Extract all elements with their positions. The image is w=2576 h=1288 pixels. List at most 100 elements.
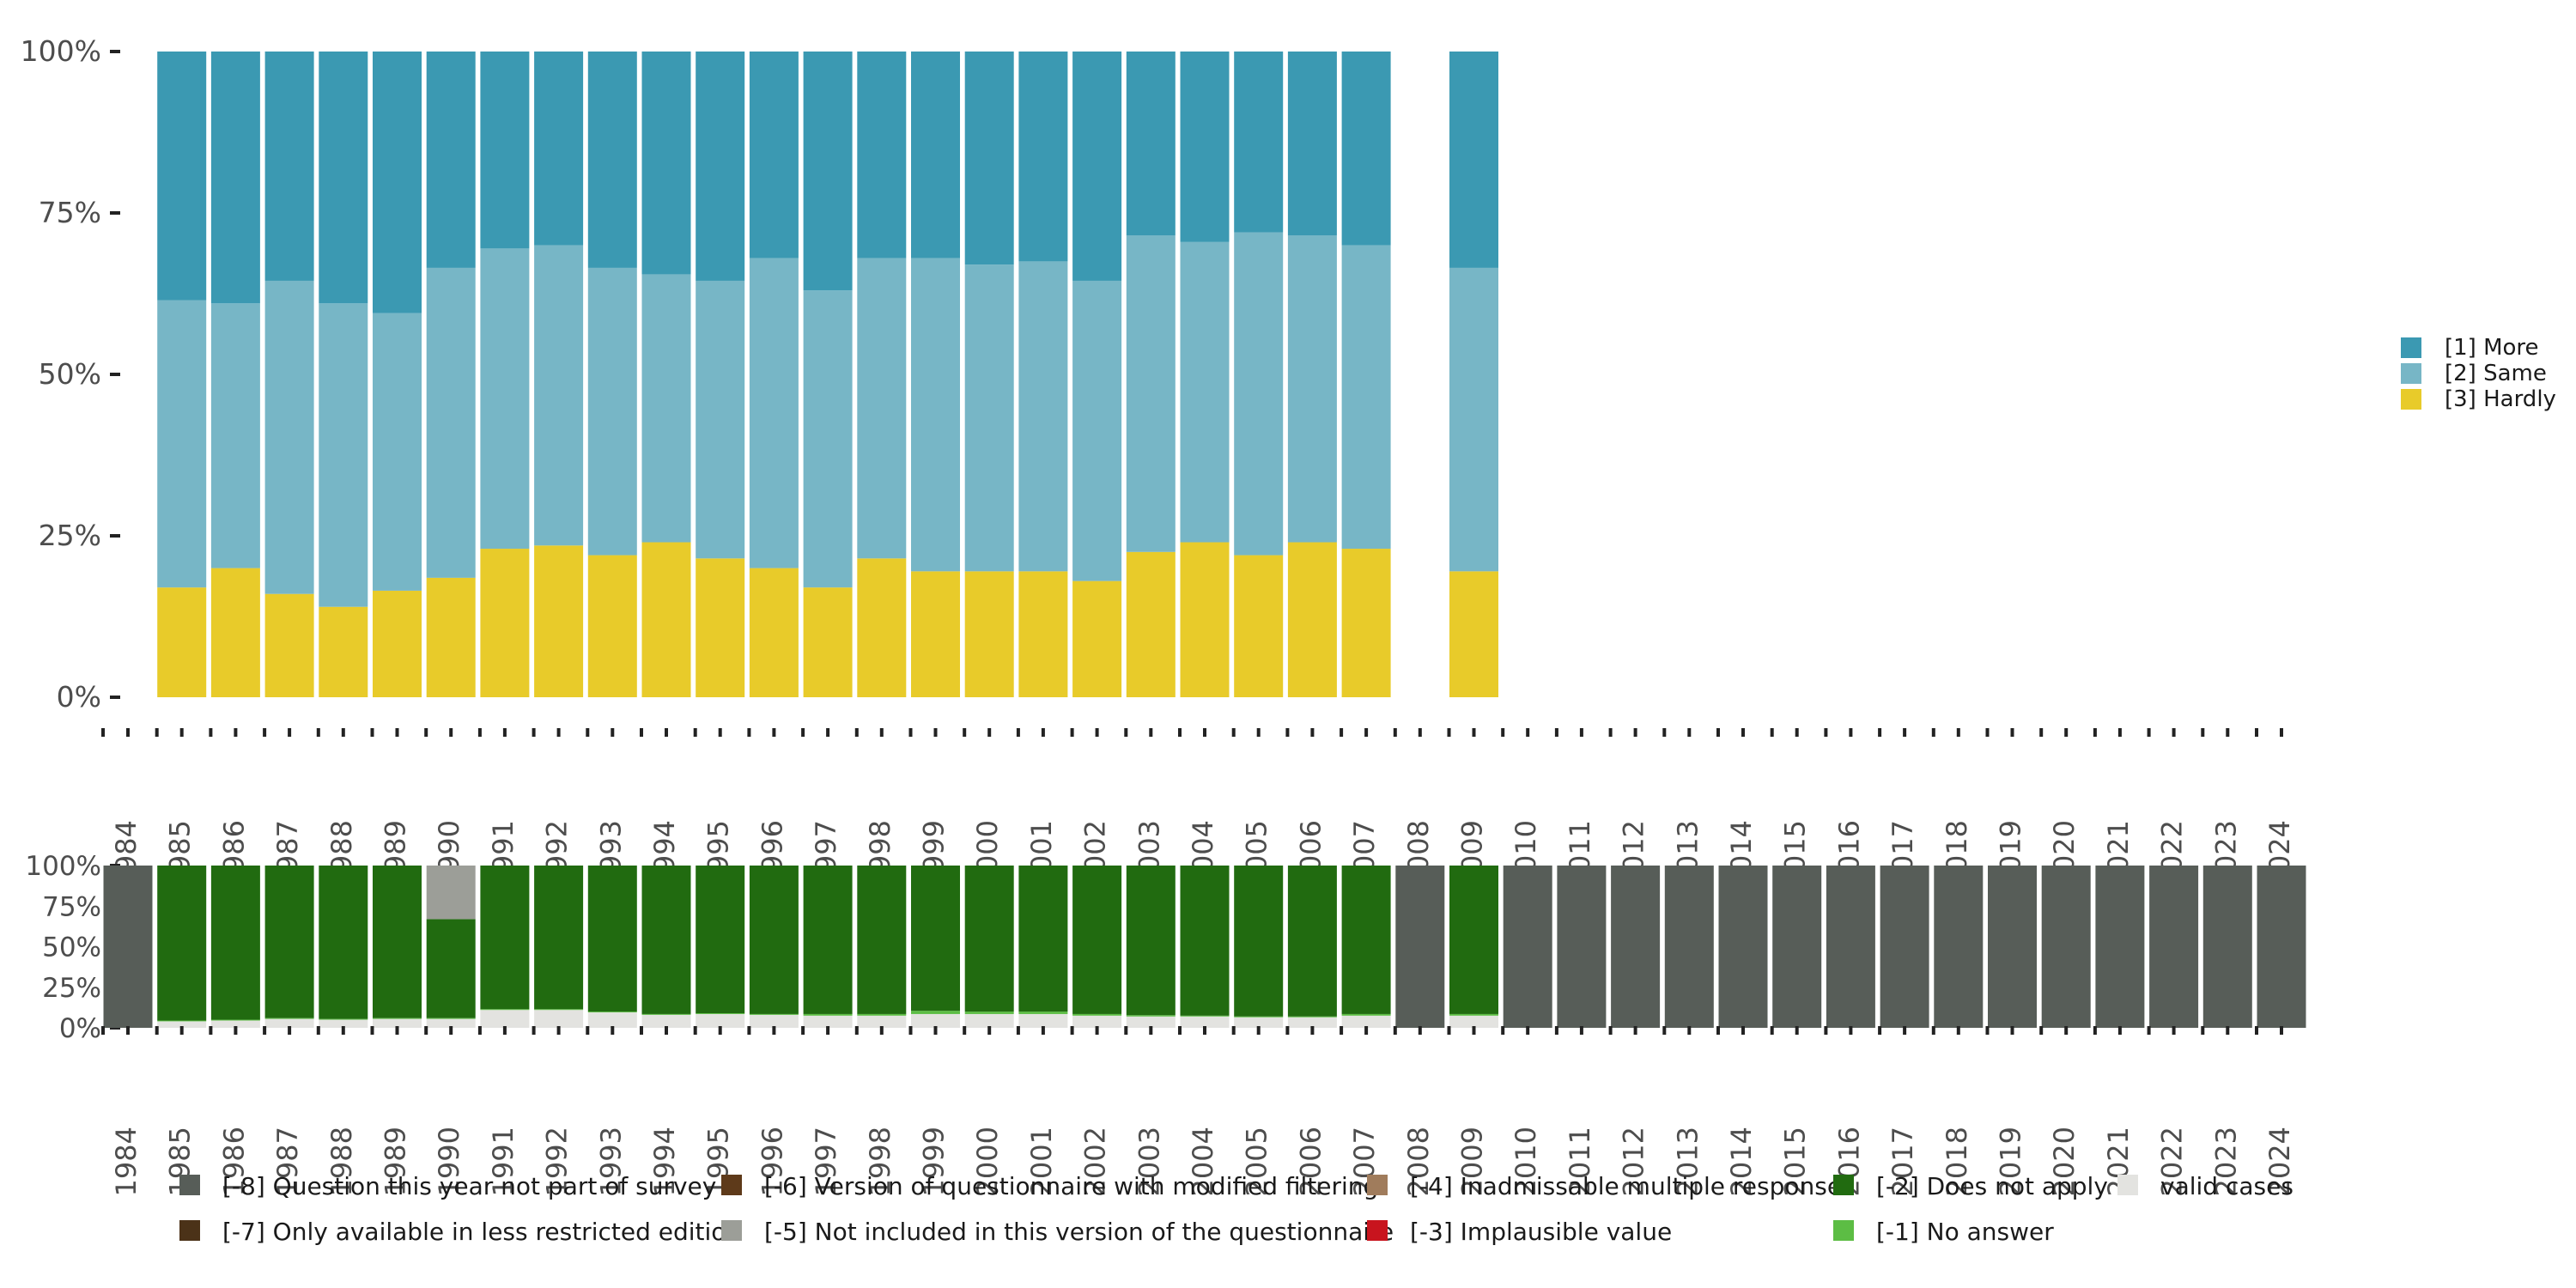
legend-swatch-2-does-not-apply [1833, 1175, 1854, 1195]
bar-segment-2-does-not-apply-1997 [803, 866, 853, 1014]
x-tick-label-2018: 2018 [1941, 1127, 1973, 1196]
bar-segment-2-does-not-apply-1999 [911, 866, 960, 1012]
x-tick-label-2003: 2003 [1133, 1127, 1165, 1196]
bar-segment-valid-cases-2007 [1341, 1015, 1391, 1028]
legend-label-2-does-not-apply: [-2] Does not apply [1876, 1172, 2108, 1200]
bar-segment-2-same-1988 [319, 303, 368, 607]
bar-segment-2-same-1989 [373, 313, 422, 591]
bar-segment-valid-cases-2006 [1287, 1017, 1337, 1028]
bar-segment-2-same-1998 [857, 258, 907, 559]
legend-swatch-5-not-included-in-this-version-of-the-questionnaire [721, 1220, 742, 1241]
y-tick-label: 25% [42, 973, 101, 1004]
y-tick-label: 0% [57, 680, 101, 714]
bar-segment-8-question-this-year-not-part-of-survey-2008 [1395, 866, 1445, 1028]
top-legend: [1] More[2] Same[3] Hardly [2401, 335, 2556, 412]
bar-segment-valid-cases-1988 [319, 1019, 368, 1028]
bar-segment-1-no-answer-1991 [480, 1009, 530, 1011]
bar-segment-8-question-this-year-not-part-of-survey-1984 [103, 866, 153, 1028]
bar-segment-3-hardly-2004 [1180, 542, 1230, 697]
bar-segment-1-more-1986 [210, 52, 260, 304]
bar-segment-3-hardly-2007 [1341, 549, 1391, 697]
bar-segment-8-question-this-year-not-part-of-survey-2021 [2095, 866, 2145, 1028]
legend-swatch-1-more [2401, 337, 2421, 358]
y-tick-label: 25% [39, 519, 101, 552]
bar-segment-2-does-not-apply-2006 [1287, 866, 1337, 1017]
bar-segment-3-hardly-2009 [1449, 571, 1498, 697]
bar-segment-1-more-1997 [803, 52, 853, 291]
bar-segment-1-more-1996 [749, 52, 799, 258]
legend-label-3-hardly: [3] Hardly [2445, 386, 2556, 412]
x-tick-label-2005: 2005 [1241, 1127, 1273, 1196]
bar-segment-8-question-this-year-not-part-of-survey-2020 [2041, 866, 2091, 1028]
x-tick-label-2014: 2014 [1725, 1127, 1758, 1196]
bar-segment-2-does-not-apply-1988 [319, 866, 368, 1019]
x-tick-label-2000: 2000 [971, 1127, 1004, 1196]
bar-segment-3-hardly-1997 [803, 587, 853, 697]
bar-segment-valid-cases-1992 [534, 1010, 584, 1028]
bar-segment-8-question-this-year-not-part-of-survey-2017 [1880, 866, 1929, 1028]
bar-segment-8-question-this-year-not-part-of-survey-2015 [1772, 866, 1822, 1028]
x-tick-label-1998: 1998 [864, 1127, 896, 1196]
bar-segment-valid-cases-1995 [696, 1013, 745, 1028]
bar-segment-3-hardly-1985 [157, 587, 207, 697]
legend-swatch-1-no-answer [1833, 1220, 1854, 1241]
bar-segment-1-more-1988 [319, 52, 368, 304]
bar-segment-2-same-2004 [1180, 241, 1230, 543]
bar-segment-2-does-not-apply-1992 [534, 866, 584, 1010]
bar-segment-2-same-2006 [1287, 235, 1337, 543]
y-tick-label: 50% [39, 357, 101, 391]
x-tick-label-2002: 2002 [1079, 1127, 1112, 1196]
legend-swatch-8-question-this-year-not-part-of-survey [179, 1175, 200, 1195]
bar-segment-valid-cases-1986 [210, 1020, 260, 1028]
bar-segment-3-hardly-1986 [210, 568, 260, 697]
bar-segment-2-does-not-apply-1995 [696, 866, 745, 1013]
bar-segment-1-no-answer-2005 [1234, 1016, 1284, 1018]
bar-segment-2-same-1997 [803, 290, 853, 588]
bar-segment-2-same-1999 [911, 258, 960, 572]
bar-segment-8-question-this-year-not-part-of-survey-2012 [1611, 866, 1661, 1028]
bar-segment-3-hardly-2000 [964, 571, 1014, 697]
bar-segment-valid-cases-1997 [803, 1015, 853, 1028]
bar-segment-2-does-not-apply-1994 [641, 866, 691, 1014]
bar-segment-2-does-not-apply-2005 [1234, 866, 1284, 1017]
bar-segment-2-does-not-apply-1996 [749, 866, 799, 1014]
bar-segment-valid-cases-1996 [749, 1014, 799, 1028]
x-tick-label-1989: 1989 [380, 1127, 412, 1196]
bar-segment-valid-cases-1989 [373, 1018, 422, 1028]
x-tick-label-2004: 2004 [1187, 1127, 1219, 1196]
bar-segment-8-question-this-year-not-part-of-survey-2010 [1503, 866, 1552, 1028]
top-chart-panel: 0%25%50%75%100%1984 1985 1986 1987 1988 1989 1… [21, 34, 2296, 890]
bar-segment-1-no-answer-1988 [319, 1018, 368, 1020]
x-tick-label-1999: 1999 [918, 1127, 951, 1196]
bar-segment-2-does-not-apply-1990 [426, 919, 476, 1018]
legend-label-8-question-this-year-not-part-of-survey: [-8] Question this year not part of surv… [222, 1172, 716, 1200]
bar-segment-valid-cases-1987 [264, 1018, 314, 1028]
bar-segment-2-same-1993 [587, 267, 637, 556]
bar-segment-2-does-not-apply-2009 [1449, 866, 1498, 1014]
legend-label-7-only-available-in-less-restricted-edition: [-7] Only available in less restricted e… [222, 1218, 741, 1246]
legend-swatch-valid-cases [2117, 1175, 2138, 1195]
bar-segment-5-not-included-in-this-version-of-the-questionnaire-1990 [426, 866, 476, 920]
bar-segment-2-does-not-apply-2003 [1126, 866, 1176, 1016]
bar-segment-2-does-not-apply-2000 [964, 866, 1014, 1012]
bar-segment-2-same-1987 [264, 280, 314, 594]
legend-label-2-same: [2] Same [2445, 361, 2547, 386]
bar-segment-valid-cases-1993 [587, 1012, 637, 1028]
x-tick-label-1984: 1984 [110, 1127, 143, 1196]
x-tick-label-1994: 1994 [648, 1127, 681, 1196]
bar-segment-2-does-not-apply-1998 [857, 866, 907, 1014]
bar-segment-valid-cases-2002 [1072, 1015, 1122, 1028]
x-tick-label-2015: 2015 [1779, 1127, 1812, 1196]
bar-segment-1-more-1985 [157, 52, 207, 301]
bar-segment-3-hardly-1989 [373, 590, 422, 697]
bar-segment-3-hardly-1995 [696, 558, 745, 697]
bar-segment-2-same-1990 [426, 267, 476, 578]
legend-label-3-implausible-value: [-3] Implausible value [1410, 1218, 1672, 1246]
bar-segment-1-more-1991 [480, 52, 530, 249]
bar-segment-valid-cases-1985 [157, 1021, 207, 1028]
bar-segment-3-hardly-2005 [1234, 555, 1284, 697]
legend-swatch-4-inadmissable-multiple-response [1367, 1175, 1388, 1195]
bar-segment-valid-cases-1990 [426, 1018, 476, 1028]
bar-segment-2-same-2000 [964, 264, 1014, 572]
x-tick-label-1993: 1993 [594, 1127, 627, 1196]
